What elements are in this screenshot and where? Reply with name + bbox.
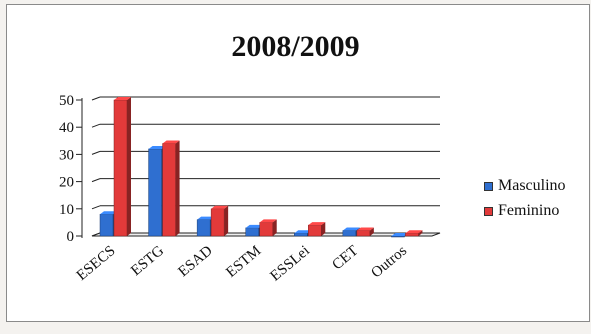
bar-top: [294, 230, 312, 234]
bar-top: [148, 145, 166, 149]
y-tick-label: 30: [59, 147, 74, 163]
bar: [99, 213, 114, 237]
bar-top: [259, 219, 277, 223]
x-tick-label: ESAD: [175, 243, 215, 281]
x-tick-label: CET: [329, 243, 361, 273]
legend: Masculino Feminino: [484, 175, 566, 225]
gridline-side: [91, 205, 101, 210]
gridline-side: [91, 150, 101, 155]
x-tick-label: ESTM: [223, 243, 264, 281]
bar: [294, 233, 308, 237]
bar-top: [342, 227, 360, 231]
bar-side: [175, 140, 180, 236]
x-tick-label: ESECS: [74, 243, 119, 284]
bar-top: [391, 233, 409, 236]
gridline-side: [91, 123, 101, 128]
bar: [148, 148, 162, 237]
legend-label-feminino: Feminino: [498, 202, 560, 219]
x-tick-label: ESTG: [128, 243, 167, 279]
bar: [210, 208, 225, 237]
bar-top: [197, 216, 215, 220]
bar: [259, 222, 273, 237]
bar-top: [100, 211, 117, 215]
bar-top: [405, 230, 423, 234]
bar: [113, 99, 128, 237]
bar: [308, 224, 322, 237]
y-tick-label: 40: [59, 120, 74, 136]
bar-side: [369, 227, 374, 236]
bar-top: [356, 227, 374, 231]
bar-top: [211, 205, 229, 209]
legend-label-masculino: Masculino: [498, 177, 566, 194]
bar-top: [162, 140, 180, 144]
bar-top: [114, 97, 131, 100]
bar-side: [418, 230, 423, 236]
bar-top: [245, 224, 263, 228]
x-tick-label: ESSLei: [267, 243, 312, 285]
y-tick-label: 10: [59, 202, 74, 218]
legend-swatch-masculino: [484, 181, 493, 191]
y-tick-label: 50: [59, 93, 74, 109]
bar-side: [224, 205, 229, 236]
bar: [356, 230, 371, 237]
legend-swatch-feminino: [484, 206, 493, 216]
legend-item-feminino: Feminino: [484, 200, 566, 222]
bar: [245, 227, 259, 237]
x-tick-label: Outros: [368, 243, 410, 282]
bar-side: [321, 222, 326, 236]
gridline-side: [91, 178, 101, 183]
bar: [405, 233, 419, 237]
bar-side: [127, 97, 131, 236]
bar: [196, 219, 211, 237]
gridline-side: [91, 96, 101, 101]
legend-item-masculino: Masculino: [484, 175, 566, 197]
bar: [342, 230, 357, 237]
y-tick-label: 20: [59, 175, 74, 191]
bar: [391, 235, 405, 238]
chart-title: 2008/2009: [231, 30, 360, 63]
bar-top: [308, 222, 326, 226]
bar: [162, 143, 176, 237]
y-tick-label: 0: [67, 229, 75, 245]
chart-frame: [6, 4, 590, 322]
bar-side: [272, 219, 277, 236]
